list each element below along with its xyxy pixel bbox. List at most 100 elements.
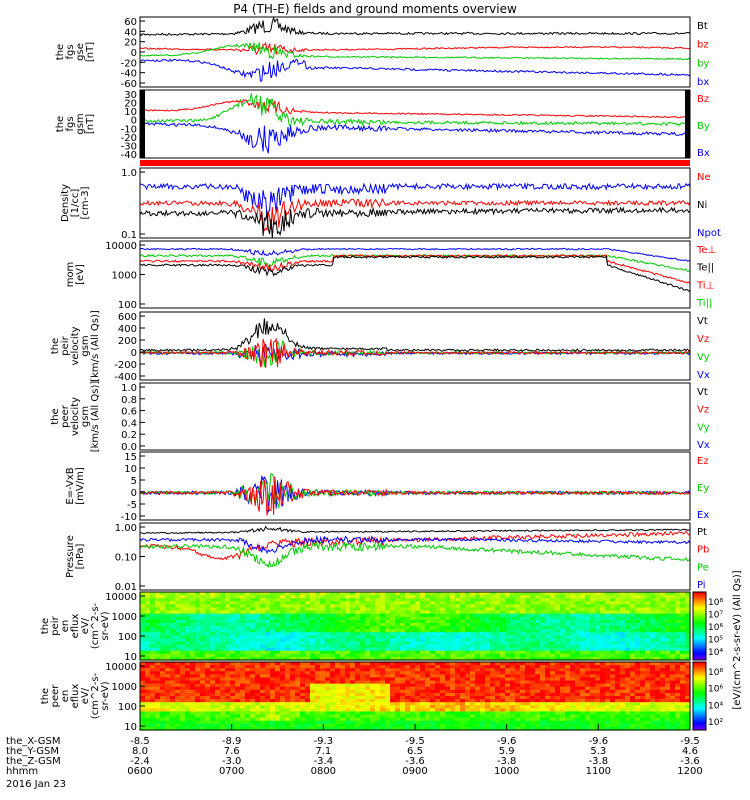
spectrogram-cell bbox=[170, 632, 176, 636]
spectrogram-cell bbox=[610, 726, 616, 731]
spectrogram-cell bbox=[525, 644, 531, 649]
spectrogram-cell bbox=[600, 601, 606, 605]
spectrogram-cell bbox=[285, 656, 291, 661]
spectrogram-cell bbox=[410, 683, 416, 688]
spectrogram-cell bbox=[300, 708, 306, 713]
spectrogram-cell bbox=[650, 613, 656, 618]
spectrogram-cell bbox=[190, 626, 196, 630]
spectrogram-cell bbox=[580, 686, 586, 691]
spectrogram-cell bbox=[545, 726, 551, 731]
spectrogram-cell bbox=[295, 696, 301, 700]
spectrogram-cell bbox=[155, 714, 161, 719]
spectrogram-cell bbox=[305, 632, 311, 636]
spectrogram-cell bbox=[570, 656, 576, 661]
spectrogram-cell bbox=[380, 653, 386, 658]
spectrogram-cell bbox=[555, 662, 561, 666]
spectrogram-cell bbox=[305, 601, 311, 605]
spectrogram-cell bbox=[405, 656, 411, 661]
spectrogram-cell bbox=[535, 619, 541, 624]
spectrogram-cell bbox=[530, 674, 536, 679]
spectrogram-cell bbox=[510, 641, 516, 646]
spectrogram-cell bbox=[625, 650, 631, 655]
spectrogram-cell bbox=[530, 604, 536, 609]
spectrogram-cell bbox=[170, 607, 176, 612]
spectrogram-cell bbox=[650, 656, 656, 661]
spectrogram-cell bbox=[370, 601, 376, 605]
spectrogram-cell bbox=[285, 629, 291, 633]
spectrogram-cell bbox=[265, 677, 271, 682]
spectrogram-cell bbox=[515, 699, 521, 703]
spectrogram-cell bbox=[290, 653, 296, 658]
spectrogram-cell bbox=[645, 702, 651, 706]
spectrogram-cell bbox=[655, 632, 661, 636]
spectrogram-cell bbox=[185, 686, 191, 691]
spectrogram-cell bbox=[655, 683, 661, 688]
spectrogram-cell bbox=[280, 632, 286, 636]
spectrogram-cell bbox=[290, 689, 296, 694]
spectrogram-cell bbox=[575, 616, 581, 621]
spectrogram-cell bbox=[225, 616, 231, 621]
series-line-bx bbox=[139, 58, 691, 82]
spectrogram-cell bbox=[395, 607, 401, 612]
spectrogram-cell bbox=[665, 671, 671, 675]
spectrogram-cell bbox=[625, 653, 631, 658]
spectrogram-cell bbox=[615, 619, 621, 624]
spectrogram-cell bbox=[475, 689, 481, 694]
spectrogram-cell bbox=[295, 644, 301, 649]
spectrogram-cell bbox=[445, 653, 451, 658]
spectrogram-cell bbox=[210, 683, 216, 688]
spectrogram-cell bbox=[210, 632, 216, 636]
spectrogram-cell bbox=[320, 726, 326, 731]
spectrogram-cell bbox=[535, 592, 541, 596]
spectrogram-cell bbox=[535, 610, 541, 615]
spectrogram-cell bbox=[590, 632, 596, 636]
spectrogram-cell bbox=[580, 592, 586, 596]
spectrogram-cell bbox=[675, 635, 681, 639]
spectrogram-cell bbox=[530, 622, 536, 627]
spectrogram-cell bbox=[475, 714, 481, 719]
spectrogram-cell bbox=[680, 607, 686, 612]
spectrogram-cell bbox=[445, 610, 451, 615]
spectrogram-cell bbox=[255, 650, 261, 655]
spectrogram-cell bbox=[405, 696, 411, 700]
spectrogram-cell bbox=[555, 696, 561, 700]
spectrogram-cell bbox=[645, 626, 651, 630]
spectrogram-cell bbox=[595, 665, 601, 669]
spectrogram-cell bbox=[620, 656, 626, 661]
spectrogram-cell bbox=[220, 674, 226, 679]
spectrogram-cell bbox=[210, 723, 216, 728]
spectrogram-cell bbox=[350, 696, 356, 700]
spectrogram-cell bbox=[410, 726, 416, 731]
spectrogram-cell bbox=[370, 650, 376, 655]
spectrogram-cell bbox=[590, 699, 596, 703]
spectrogram-cell bbox=[140, 711, 146, 716]
spectrogram-cell bbox=[400, 644, 406, 649]
spectrogram-cell bbox=[245, 641, 251, 646]
spectrogram-cell bbox=[530, 638, 536, 643]
spectrogram-cell bbox=[515, 638, 521, 643]
spectrogram-cell bbox=[190, 598, 196, 602]
spectrogram-cell bbox=[200, 644, 206, 649]
spectrogram-cell bbox=[280, 604, 286, 609]
spectrogram-cell bbox=[160, 723, 166, 728]
y-tick-label: 20 bbox=[124, 38, 137, 49]
spectrogram-cell bbox=[485, 635, 491, 639]
spectrogram-cell bbox=[265, 656, 271, 661]
spectrogram-cell bbox=[165, 635, 171, 639]
spectrogram-cell bbox=[210, 705, 216, 709]
spectrogram-cell bbox=[395, 686, 401, 691]
spectrogram-cell bbox=[455, 629, 461, 633]
spectrogram-cell bbox=[565, 705, 571, 709]
spectrogram-cell bbox=[255, 656, 261, 661]
spectrogram-cell bbox=[535, 598, 541, 602]
spectrogram-cell bbox=[595, 601, 601, 605]
spectrogram-cell bbox=[140, 726, 146, 731]
spectrogram-cell bbox=[340, 613, 346, 618]
spectrogram-cell bbox=[360, 702, 366, 706]
spectrogram-cell bbox=[395, 613, 401, 618]
spectrogram-cell bbox=[285, 708, 291, 713]
spectrogram-cell bbox=[505, 653, 511, 658]
spectrogram-cell bbox=[330, 717, 336, 722]
spectrogram-cell bbox=[585, 686, 591, 691]
